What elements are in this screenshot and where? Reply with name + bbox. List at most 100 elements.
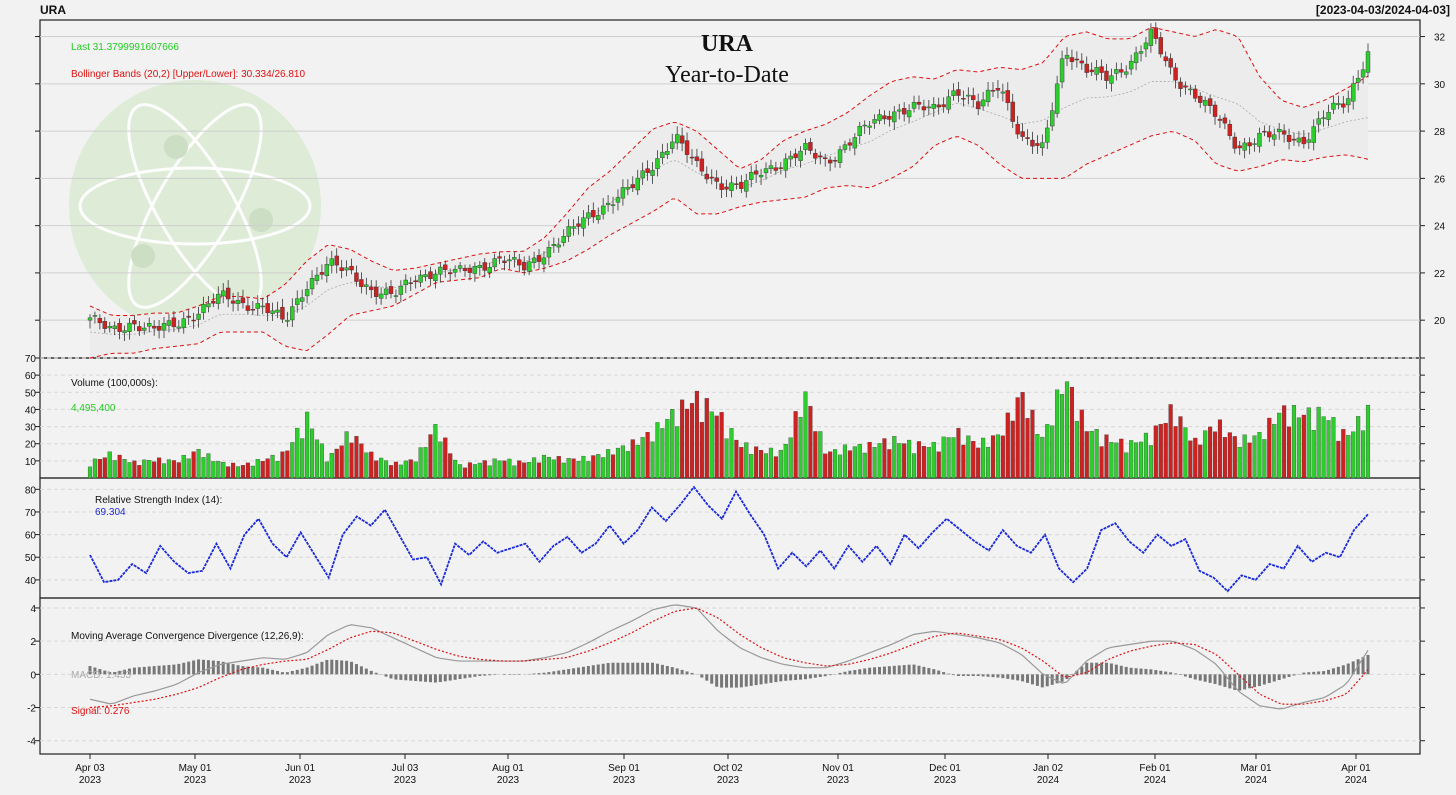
volume-bar	[512, 466, 516, 478]
candle-body	[1001, 92, 1005, 93]
volume-bar	[1351, 432, 1355, 478]
volume-bar	[1198, 445, 1202, 478]
macd-histogram-bar	[444, 674, 447, 681]
candle-body	[532, 258, 536, 263]
volume-bar	[335, 449, 339, 478]
macd-histogram-bar	[557, 671, 560, 675]
candle-body	[409, 283, 413, 284]
volume-bar	[1282, 406, 1286, 478]
volume-ytick-label: 40	[25, 405, 37, 416]
volume-bar	[1006, 413, 1010, 478]
volume-bar	[1361, 431, 1365, 478]
macd-histogram-bar	[1031, 674, 1034, 684]
candle-body	[1366, 52, 1370, 73]
macd-histogram-bar	[765, 674, 768, 683]
macd-histogram-bar	[853, 670, 856, 674]
macd-histogram-bar	[676, 668, 679, 674]
volume-bar	[226, 467, 230, 478]
macd-histogram-bar	[631, 663, 634, 675]
volume-bar	[211, 461, 215, 478]
candle-body	[838, 150, 842, 163]
macd-histogram-bar	[296, 670, 299, 674]
volume-bar	[517, 461, 521, 478]
volume-bar	[394, 462, 398, 478]
macd-histogram-bar	[804, 674, 807, 679]
candle-body	[976, 102, 980, 109]
volume-bar	[1050, 426, 1054, 478]
x-tick-year: 2024	[1345, 775, 1368, 786]
macd-histogram-bar	[1135, 668, 1138, 674]
volume-bar	[1174, 426, 1178, 478]
candle-body	[216, 294, 220, 304]
macd-histogram-bar	[266, 669, 269, 675]
volume-bar	[1026, 418, 1030, 478]
candle-body	[581, 218, 585, 229]
x-tick-label: Jan 02	[1033, 763, 1063, 774]
macd-histogram-bar	[394, 674, 397, 679]
volume-bar	[1322, 417, 1326, 478]
macd-histogram-bar	[626, 663, 629, 675]
volume-bar	[473, 464, 477, 478]
candle-body	[1050, 111, 1054, 126]
volume-bar	[1292, 405, 1296, 478]
candle-body	[1154, 28, 1158, 39]
candle-body	[345, 268, 349, 270]
macd-histogram-bar	[1036, 674, 1039, 686]
candle-body	[1129, 61, 1133, 69]
candle-body	[1322, 118, 1326, 119]
macd-histogram-bar	[829, 674, 832, 675]
candle-body	[1104, 71, 1108, 81]
candle-body	[808, 142, 812, 150]
candle-body	[586, 213, 590, 219]
volume-bar	[1139, 442, 1143, 478]
candle-body	[1223, 118, 1227, 123]
macd-ytick-label: -2	[27, 704, 36, 715]
candle-body	[458, 266, 462, 269]
x-tick-label: May 01	[179, 763, 212, 774]
macd-histogram-bar	[725, 674, 728, 687]
candle-body	[305, 289, 309, 296]
volume-bar	[754, 447, 758, 478]
candle-body	[660, 152, 664, 158]
volume-bar	[1055, 390, 1059, 478]
volume-bar	[665, 419, 669, 478]
macd-histogram-bar	[1292, 674, 1295, 675]
macd-histogram-bar	[784, 674, 787, 680]
volume-bar	[113, 460, 117, 478]
volume-bar	[137, 465, 141, 478]
candle-body	[729, 183, 733, 191]
x-tick-label: Mar 01	[1240, 763, 1272, 774]
macd-histogram-bar	[276, 671, 279, 674]
volume-bar	[266, 459, 270, 478]
volume-bar	[739, 447, 743, 478]
macd-histogram-bar	[908, 665, 911, 675]
macd-histogram-bar	[424, 674, 427, 681]
candle-body	[132, 320, 136, 324]
candle-body	[882, 116, 886, 119]
volume-bar	[325, 462, 329, 478]
candle-body	[759, 175, 763, 177]
candle-body	[1026, 137, 1030, 138]
macd-histogram-bar	[241, 666, 244, 674]
volume-bar	[1090, 431, 1094, 478]
candle-body	[641, 171, 645, 178]
macd-histogram-bar	[1302, 673, 1305, 675]
candle-body	[512, 257, 516, 259]
volume-bar	[631, 440, 635, 478]
symbol-label: URA	[40, 3, 66, 17]
macd-histogram-bar	[917, 666, 920, 675]
volume-bar	[167, 460, 171, 478]
macd-histogram-bar	[483, 674, 486, 675]
candle-body	[1030, 140, 1034, 146]
volume-bar	[848, 451, 852, 478]
candle-body	[705, 174, 709, 179]
candle-body	[734, 184, 738, 185]
macd-histogram-bar	[1120, 666, 1123, 675]
volume-bar	[705, 398, 709, 478]
macd-histogram-bar	[1011, 674, 1014, 679]
volume-bar	[606, 449, 610, 478]
candle-body	[502, 261, 506, 263]
macd-histogram-bar	[301, 669, 304, 675]
volume-bar	[1184, 428, 1188, 478]
volume-bar	[744, 443, 748, 478]
